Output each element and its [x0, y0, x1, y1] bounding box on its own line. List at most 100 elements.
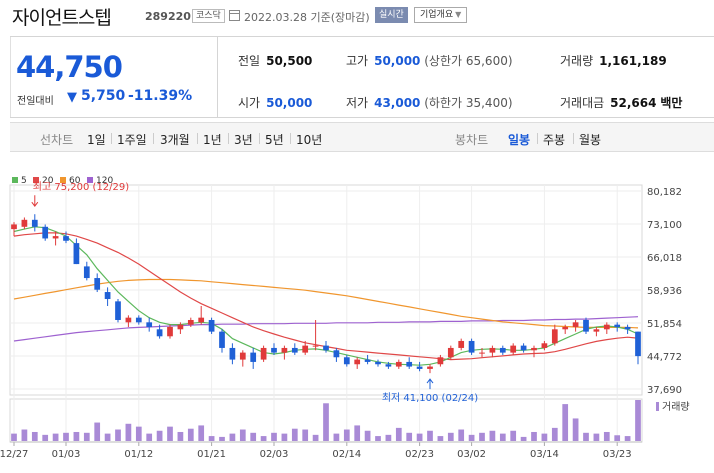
legend-ma20-label: 20	[42, 176, 54, 186]
period-1y[interactable]: 1년	[203, 133, 222, 147]
candle-body	[73, 243, 80, 265]
candle-body	[239, 352, 246, 360]
open-label: 시가	[238, 96, 261, 110]
line-chart-label[interactable]: 선차트	[40, 133, 74, 147]
volume-bar	[458, 429, 465, 441]
legend-swatch	[87, 177, 93, 183]
candle-body	[250, 352, 257, 362]
period-3y[interactable]: 3년	[234, 133, 253, 147]
x-tick-label: 01/03	[52, 449, 81, 460]
volume-bar	[156, 430, 163, 441]
legend-ma5-label: 5	[21, 176, 27, 186]
volume-bar	[73, 431, 80, 441]
volume-bar	[624, 436, 631, 441]
volume-bar	[31, 431, 38, 441]
candle-monthly[interactable]: 월봉	[579, 133, 602, 147]
volume-bar	[572, 418, 579, 441]
divider	[537, 133, 538, 144]
volume-bar	[333, 433, 340, 441]
x-tick-label: 01/21	[197, 449, 226, 460]
legend-ma60: 60	[60, 176, 80, 186]
volume-bar	[83, 432, 90, 441]
x-tick-label: 01/12	[124, 449, 153, 460]
candle-body	[312, 345, 319, 347]
volume-bar	[219, 436, 225, 441]
candle-body	[375, 361, 381, 365]
y-tick-label: 58,936	[647, 286, 682, 297]
candle-body	[229, 347, 236, 360]
candle-chart-label[interactable]: 봉차트	[455, 133, 489, 147]
stock-header: 자이언트스텝 289220 코스닥 2022.03.28 기준(장마감) 실시간…	[0, 0, 714, 34]
volume-bar	[406, 432, 413, 441]
volume-bar	[115, 429, 121, 441]
candle-body	[531, 347, 537, 351]
diff-value: 5,750	[81, 88, 126, 104]
volume-bar	[291, 428, 298, 441]
volume-legend-swatch	[656, 402, 659, 411]
volume-bar	[489, 430, 496, 441]
candle-body	[427, 366, 433, 369]
volume-bar	[562, 404, 569, 441]
period-bar: 선차트 1일 1주일 3개월 1년 3년 5년 10년 봉차트 일봉 주봉 월봉	[10, 122, 714, 152]
volume-bar	[551, 427, 558, 441]
candle-body	[614, 324, 621, 327]
legend-ma120-label: 120	[96, 176, 114, 186]
candle-body	[198, 317, 205, 323]
prev-close-value: 50,500	[266, 54, 313, 68]
candle-body	[354, 359, 361, 365]
y-tick-label: 51,854	[647, 319, 682, 330]
candle-body	[395, 361, 402, 367]
volume-bar	[21, 429, 28, 441]
candle-body	[364, 359, 371, 362]
realtime-button[interactable]: 실시간	[375, 7, 408, 23]
volume-bar	[343, 429, 350, 441]
x-tick-label: 12/27	[0, 449, 28, 460]
period-1d[interactable]: 1일	[87, 133, 106, 147]
high-label: 고가	[346, 54, 369, 68]
volume-bar	[177, 431, 184, 441]
high-arrow-icon	[31, 195, 39, 208]
volume-bar	[260, 436, 267, 441]
period-10y[interactable]: 10년	[296, 133, 323, 147]
volume-bar	[323, 403, 329, 441]
legend-ma120: 120	[87, 176, 113, 186]
volume-bar	[375, 436, 381, 441]
divider	[290, 133, 291, 144]
volume-bar	[479, 432, 485, 441]
candle-body	[302, 345, 309, 353]
candle-body	[437, 357, 444, 365]
candle-body	[281, 347, 288, 353]
candle-weekly[interactable]: 주봉	[543, 133, 566, 147]
volume-bar	[42, 434, 49, 441]
period-1w[interactable]: 1주일	[117, 133, 147, 147]
ma120-line	[13, 316, 639, 342]
volume-bar	[104, 433, 111, 441]
volume-bar	[603, 431, 610, 441]
volume-bar	[187, 428, 194, 441]
period-5y[interactable]: 5년	[265, 133, 284, 147]
stock-name: 자이언트스텝	[12, 7, 112, 29]
volume-bar	[593, 433, 600, 441]
candle-body	[333, 350, 340, 358]
divider	[153, 133, 154, 144]
x-tick-label: 02/23	[405, 449, 434, 460]
company-overview-dropdown[interactable]: 기업개요 ▼	[414, 7, 468, 23]
volume-bar	[520, 436, 527, 441]
candle-daily[interactable]: 일봉	[508, 133, 531, 147]
x-tick-label: 03/23	[603, 449, 632, 460]
chevron-down-icon: ▼	[455, 10, 462, 19]
volume-bar	[52, 433, 59, 441]
candle-body	[489, 347, 496, 353]
current-price-panel: 44,750 전일대비 ▼ 5,750 -11.39%	[10, 37, 218, 117]
amount-label: 거래대금	[560, 96, 605, 110]
low-label: 저가	[346, 96, 369, 110]
volume-bar	[250, 432, 257, 441]
period-3m[interactable]: 3개월	[160, 133, 190, 147]
base-date: 2022.03.28 기준(장마감)	[244, 11, 370, 24]
candle-body	[583, 319, 589, 332]
price-chart[interactable]: 80,182 73,100 66,018 58,936 51,854 44,772 37,6…	[0, 160, 714, 473]
low-value: 43,000	[374, 96, 421, 110]
candle-body	[291, 347, 298, 353]
price-summary: 44,750 전일대비 ▼ 5,750 -11.39% 전일 50,500 고가 5…	[10, 36, 714, 118]
prev-close-cell: 전일 50,500	[238, 52, 312, 69]
